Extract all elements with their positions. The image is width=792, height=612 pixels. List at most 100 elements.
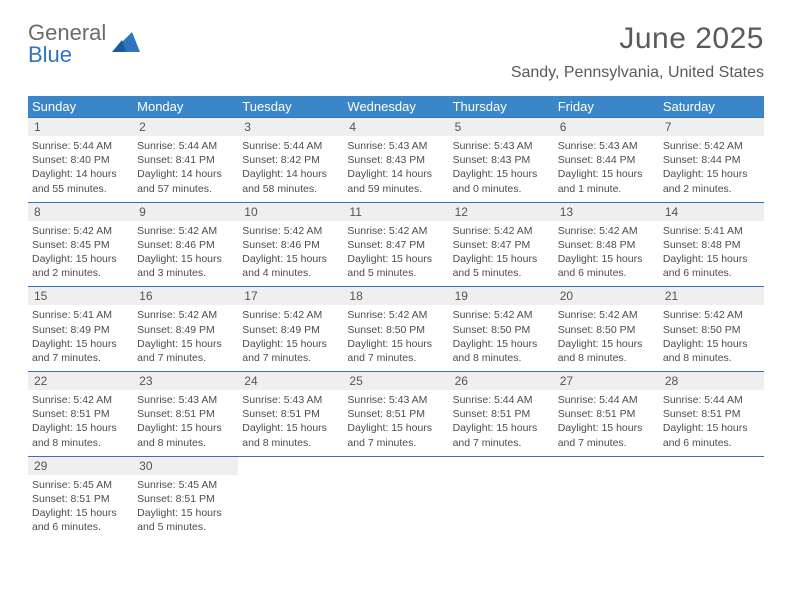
day-body: Sunrise: 5:44 AMSunset: 8:40 PMDaylight:…: [32, 139, 129, 196]
day-cell: [554, 457, 659, 541]
day-cell: 24Sunrise: 5:43 AMSunset: 8:51 PMDayligh…: [238, 372, 343, 456]
day-number: 13: [554, 203, 659, 221]
sunrise-line: Sunrise: 5:42 AM: [32, 224, 129, 238]
day-number: 14: [659, 203, 764, 221]
sunrise-line: Sunrise: 5:42 AM: [242, 308, 339, 322]
sunset-line: Sunset: 8:51 PM: [663, 407, 760, 421]
sunrise-line: Sunrise: 5:44 AM: [453, 393, 550, 407]
day-cell: [238, 457, 343, 541]
sunrise-line: Sunrise: 5:42 AM: [137, 224, 234, 238]
title-block: June 2025 Sandy, Pennsylvania, United St…: [511, 22, 764, 82]
day-body: Sunrise: 5:42 AMSunset: 8:50 PMDaylight:…: [663, 308, 760, 365]
daylight-line: Daylight: 14 hours and 57 minutes.: [137, 167, 234, 195]
day-cell: 28Sunrise: 5:44 AMSunset: 8:51 PMDayligh…: [659, 372, 764, 456]
day-body: Sunrise: 5:42 AMSunset: 8:50 PMDaylight:…: [453, 308, 550, 365]
day-number: 11: [343, 203, 448, 221]
day-body: Sunrise: 5:42 AMSunset: 8:47 PMDaylight:…: [453, 224, 550, 281]
logo-text: General Blue: [28, 22, 106, 66]
day-body: Sunrise: 5:41 AMSunset: 8:48 PMDaylight:…: [663, 224, 760, 281]
sunrise-line: Sunrise: 5:43 AM: [453, 139, 550, 153]
day-cell: 14 Sunrise: 5:41 AMSunset: 8:48 PMDayligh…: [659, 203, 764, 287]
day-body: Sunrise: 5:42 AMSunset: 8:45 PMDaylight:…: [32, 224, 129, 281]
sunset-line: Sunset: 8:48 PM: [558, 238, 655, 252]
day-number: 30: [133, 457, 238, 475]
daylight-line: Daylight: 15 hours and 8 minutes.: [453, 337, 550, 365]
week-row: 22Sunrise: 5:42 AMSunset: 8:51 PMDayligh…: [28, 371, 764, 456]
day-cell: 5Sunrise: 5:43 AMSunset: 8:43 PMDaylight…: [449, 118, 554, 202]
sunrise-line: Sunrise: 5:41 AM: [32, 308, 129, 322]
sunrise-line: Sunrise: 5:42 AM: [453, 224, 550, 238]
day-number: 17: [238, 287, 343, 305]
day-cell: 1Sunrise: 5:44 AMSunset: 8:40 PMDaylight…: [28, 118, 133, 202]
daylight-line: Daylight: 15 hours and 5 minutes.: [453, 252, 550, 280]
sunset-line: Sunset: 8:47 PM: [347, 238, 444, 252]
logo-line1: General: [28, 22, 106, 44]
day-body: Sunrise: 5:42 AMSunset: 8:49 PMDaylight:…: [242, 308, 339, 365]
day-body: Sunrise: 5:44 AMSunset: 8:51 PMDaylight:…: [453, 393, 550, 450]
sunset-line: Sunset: 8:50 PM: [453, 323, 550, 337]
day-body: Sunrise: 5:42 AMSunset: 8:49 PMDaylight:…: [137, 308, 234, 365]
day-number: 8: [28, 203, 133, 221]
day-cell: 3Sunrise: 5:44 AMSunset: 8:42 PMDaylight…: [238, 118, 343, 202]
sunrise-line: Sunrise: 5:42 AM: [453, 308, 550, 322]
day-number: 19: [449, 287, 554, 305]
day-number: 4: [343, 118, 448, 136]
sunset-line: Sunset: 8:51 PM: [453, 407, 550, 421]
sunset-line: Sunset: 8:51 PM: [558, 407, 655, 421]
day-cell: 15Sunrise: 5:41 AMSunset: 8:49 PMDayligh…: [28, 287, 133, 371]
daylight-line: Daylight: 15 hours and 7 minutes.: [453, 421, 550, 449]
daylight-line: Daylight: 15 hours and 0 minutes.: [453, 167, 550, 195]
daylight-line: Daylight: 15 hours and 6 minutes.: [663, 252, 760, 280]
dow-saturday: Saturday: [659, 96, 764, 117]
logo-line2: Blue: [28, 44, 106, 66]
day-number: 3: [238, 118, 343, 136]
day-cell: 18Sunrise: 5:42 AMSunset: 8:50 PMDayligh…: [343, 287, 448, 371]
day-body: Sunrise: 5:42 AMSunset: 8:50 PMDaylight:…: [347, 308, 444, 365]
location-text: Sandy, Pennsylvania, United States: [511, 64, 764, 82]
day-body: Sunrise: 5:43 AMSunset: 8:43 PMDaylight:…: [347, 139, 444, 196]
day-body: Sunrise: 5:42 AMSunset: 8:50 PMDaylight:…: [558, 308, 655, 365]
sunset-line: Sunset: 8:46 PM: [137, 238, 234, 252]
daylight-line: Daylight: 15 hours and 7 minutes.: [347, 421, 444, 449]
daylight-line: Daylight: 15 hours and 6 minutes.: [32, 506, 129, 534]
sunrise-line: Sunrise: 5:42 AM: [137, 308, 234, 322]
day-cell: 26Sunrise: 5:44 AMSunset: 8:51 PMDayligh…: [449, 372, 554, 456]
sunset-line: Sunset: 8:49 PM: [137, 323, 234, 337]
day-cell: 16 Sunrise: 5:42 AMSunset: 8:49 PMDayligh…: [133, 287, 238, 371]
day-number: 27: [554, 372, 659, 390]
sunset-line: Sunset: 8:46 PM: [242, 238, 339, 252]
week-row: 8Sunrise: 5:42 AMSunset: 8:45 PMDaylight…: [28, 202, 764, 287]
day-number: 10: [238, 203, 343, 221]
day-cell: 29Sunrise: 5:45 AMSunset: 8:51 PMDayligh…: [28, 457, 133, 541]
day-body: Sunrise: 5:42 AMSunset: 8:44 PMDaylight:…: [663, 139, 760, 196]
sunset-line: Sunset: 8:47 PM: [453, 238, 550, 252]
sunrise-line: Sunrise: 5:44 AM: [558, 393, 655, 407]
sunset-line: Sunset: 8:50 PM: [663, 323, 760, 337]
day-cell: 6Sunrise: 5:43 AMSunset: 8:44 PMDaylight…: [554, 118, 659, 202]
sunset-line: Sunset: 8:44 PM: [663, 153, 760, 167]
day-of-week-header: Sunday Monday Tuesday Wednesday Thursday…: [28, 96, 764, 117]
week-row: 15Sunrise: 5:41 AMSunset: 8:49 PMDayligh…: [28, 286, 764, 371]
day-cell: 30Sunrise: 5:45 AMSunset: 8:51 PMDayligh…: [133, 457, 238, 541]
day-number: 20: [554, 287, 659, 305]
day-number: 16: [133, 287, 238, 305]
sunrise-line: Sunrise: 5:42 AM: [558, 224, 655, 238]
sunset-line: Sunset: 8:51 PM: [242, 407, 339, 421]
sunset-line: Sunset: 8:45 PM: [32, 238, 129, 252]
daylight-line: Daylight: 15 hours and 6 minutes.: [663, 421, 760, 449]
sunrise-line: Sunrise: 5:43 AM: [242, 393, 339, 407]
day-cell: 22Sunrise: 5:42 AMSunset: 8:51 PMDayligh…: [28, 372, 133, 456]
day-cell: 19 Sunrise: 5:42 AMSunset: 8:50 PMDayligh…: [449, 287, 554, 371]
day-body: Sunrise: 5:42 AMSunset: 8:48 PMDaylight:…: [558, 224, 655, 281]
sunrise-line: Sunrise: 5:42 AM: [347, 308, 444, 322]
sunrise-line: Sunrise: 5:44 AM: [242, 139, 339, 153]
sunset-line: Sunset: 8:44 PM: [558, 153, 655, 167]
day-cell: 4 Sunrise: 5:43 AMSunset: 8:43 PMDaylight…: [343, 118, 448, 202]
day-cell: 25Sunrise: 5:43 AMSunset: 8:51 PMDayligh…: [343, 372, 448, 456]
sunset-line: Sunset: 8:51 PM: [137, 492, 234, 506]
daylight-line: Daylight: 15 hours and 8 minutes.: [558, 337, 655, 365]
daylight-line: Daylight: 15 hours and 2 minutes.: [663, 167, 760, 195]
daylight-line: Daylight: 15 hours and 8 minutes.: [137, 421, 234, 449]
day-cell: [659, 457, 764, 541]
day-body: Sunrise: 5:44 AMSunset: 8:41 PMDaylight:…: [137, 139, 234, 196]
